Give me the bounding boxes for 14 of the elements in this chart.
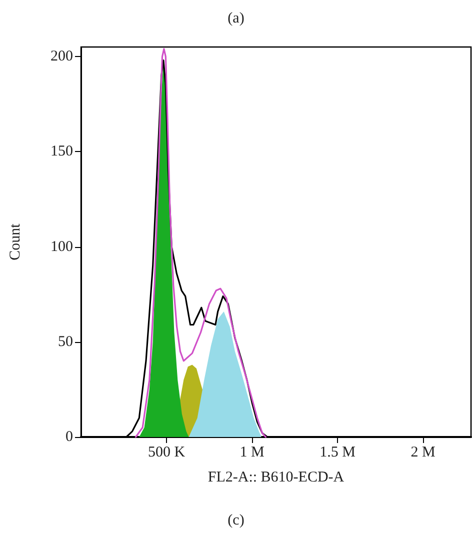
line-series — [134, 48, 267, 438]
y-tick-label: 150 — [50, 144, 73, 160]
x-tick-label: 500 K — [148, 444, 186, 460]
x-tick-label: 1.5 M — [320, 444, 356, 460]
y-axis-title: Count — [8, 222, 24, 260]
y-tick-label: 50 — [58, 334, 73, 350]
x-axis-title: FL2-A:: B610-ECD-A — [208, 470, 344, 486]
y-tick-label: 100 — [50, 238, 73, 255]
x-tick-label: 2 M — [410, 444, 436, 460]
y-tick-label: 200 — [50, 48, 73, 65]
text: (c) — [228, 512, 244, 528]
x-tick-label: 1 M — [240, 444, 264, 460]
y-tick-label: 0 — [66, 429, 73, 445]
chart-title: (a) — [228, 10, 244, 26]
